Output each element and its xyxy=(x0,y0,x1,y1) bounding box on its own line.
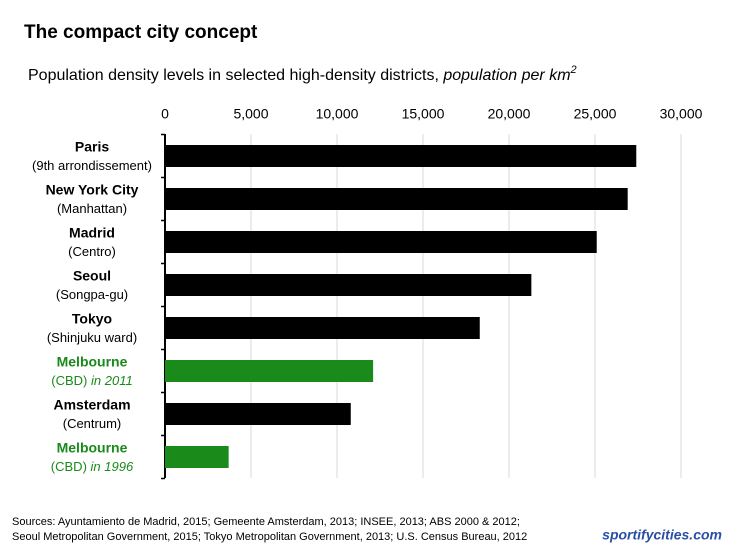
category-detail: (Centro) xyxy=(68,244,116,259)
x-tick-label: 0 xyxy=(161,106,169,122)
bar xyxy=(165,403,351,425)
category-name: Paris xyxy=(75,139,109,155)
bar xyxy=(165,317,480,339)
category-name: Seoul xyxy=(73,268,111,284)
x-tick-label: 30,000 xyxy=(660,106,703,122)
category-name: Tokyo xyxy=(72,311,112,327)
x-tick-label: 20,000 xyxy=(488,106,531,122)
bar xyxy=(165,145,637,167)
bar xyxy=(165,274,532,296)
category-detail: (Centrum) xyxy=(63,416,122,431)
subtitle-unit: population per km xyxy=(442,67,570,84)
brand: sportifycities.com xyxy=(602,527,722,543)
x-tick-label: 15,000 xyxy=(402,106,445,122)
bar xyxy=(165,360,374,382)
category-detail-text: (CBD) xyxy=(51,459,87,474)
category-name: Melbourne xyxy=(57,440,128,456)
category-detail: (Manhattan) xyxy=(57,201,127,216)
x-tick-label: 25,000 xyxy=(574,106,617,122)
category-detail-text: (Centrum) xyxy=(63,416,122,431)
category-detail: (Shinjuku ward) xyxy=(47,330,137,345)
category-detail-text: (9th arrondissement) xyxy=(32,158,152,173)
category-detail-text: (Songpa-gu) xyxy=(56,287,128,302)
category-detail-text: (CBD) xyxy=(51,373,87,388)
bar xyxy=(165,231,597,253)
sources: Sources: Ayuntamiento de Madrid, 2015; G… xyxy=(12,516,520,528)
sources: Seoul Metropolitan Government, 2015; Tok… xyxy=(12,531,527,543)
category-detail-text: (Centro) xyxy=(68,244,116,259)
bar xyxy=(165,188,628,210)
category-name: Madrid xyxy=(69,225,115,241)
bar xyxy=(165,446,229,468)
category-note: in 1996 xyxy=(91,459,134,474)
chart-subtitle: Population density levels in selected hi… xyxy=(28,64,577,84)
chart-title: The compact city concept xyxy=(24,22,258,43)
category-detail: (CBD) in 2011 xyxy=(51,373,132,388)
category-name: Melbourne xyxy=(57,354,128,370)
subtitle-text: Population density levels in selected hi… xyxy=(28,67,443,84)
category-name: Amsterdam xyxy=(53,397,130,413)
category-name: New York City xyxy=(46,182,139,198)
category-note: in 2011 xyxy=(91,373,133,388)
x-tick-label: 10,000 xyxy=(316,106,359,122)
category-detail: (CBD) in 1996 xyxy=(51,459,134,474)
subtitle-unit-power: 2 xyxy=(570,64,577,76)
category-detail: (9th arrondissement) xyxy=(32,158,152,173)
category-detail-text: (Shinjuku ward) xyxy=(47,330,137,345)
x-tick-label: 5,000 xyxy=(233,106,268,122)
category-detail: (Songpa-gu) xyxy=(56,287,128,302)
category-detail-text: (Manhattan) xyxy=(57,201,127,216)
